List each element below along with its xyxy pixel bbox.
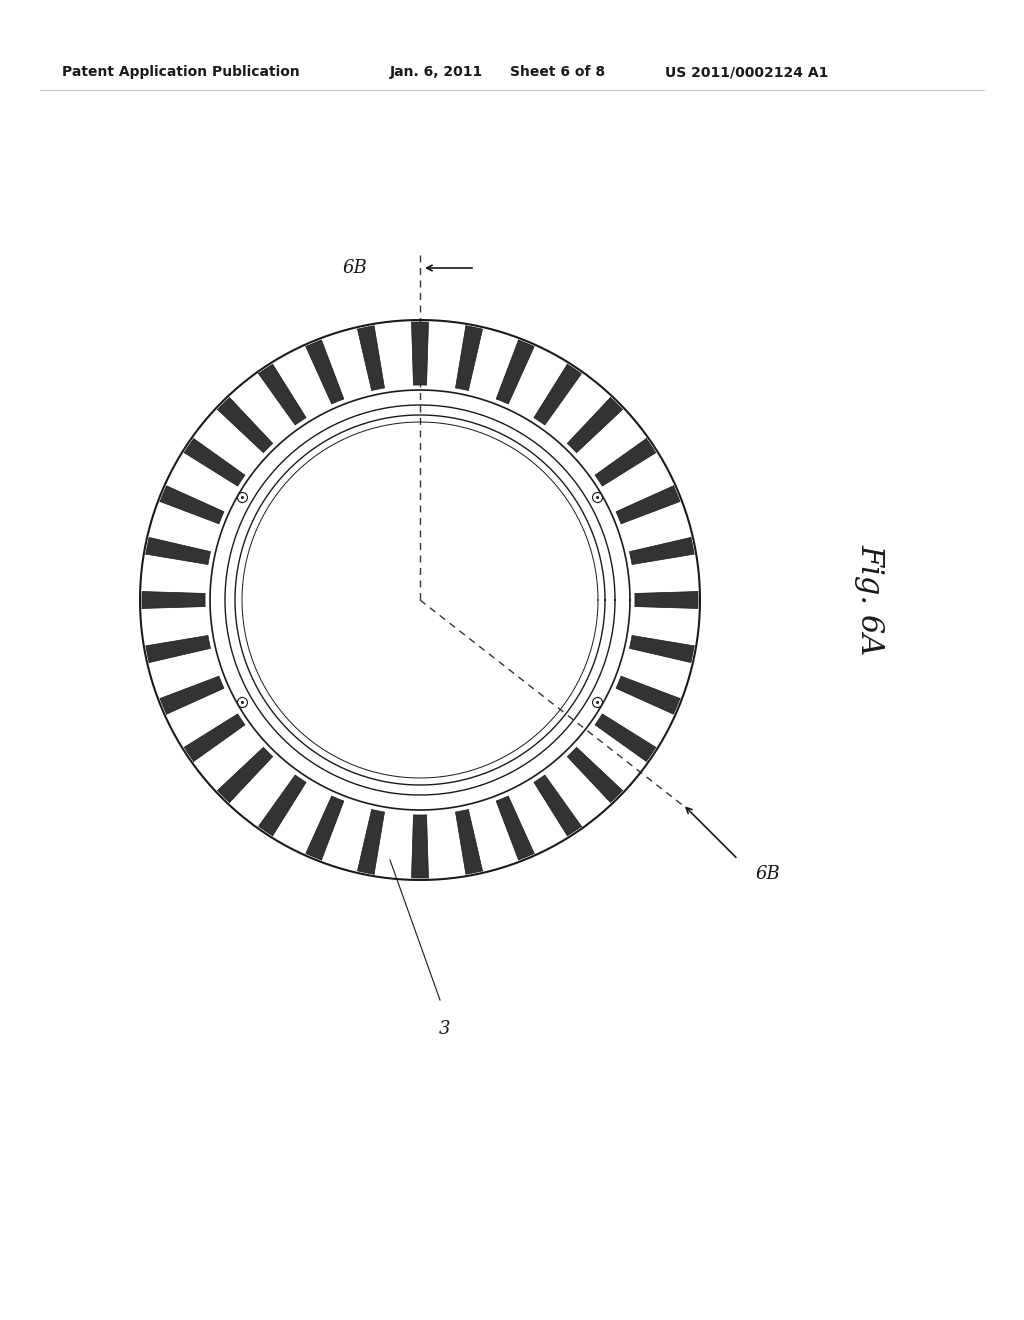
Polygon shape (145, 537, 211, 565)
Polygon shape (145, 635, 211, 663)
Text: US 2011/0002124 A1: US 2011/0002124 A1 (665, 65, 828, 79)
Polygon shape (567, 397, 623, 453)
Polygon shape (412, 322, 428, 385)
Circle shape (241, 496, 244, 499)
Polygon shape (616, 486, 680, 524)
Text: Fig. 6A: Fig. 6A (854, 544, 886, 656)
Text: Sheet 6 of 8: Sheet 6 of 8 (510, 65, 605, 79)
Circle shape (241, 701, 244, 704)
Polygon shape (595, 714, 655, 762)
Polygon shape (567, 747, 623, 803)
Polygon shape (630, 537, 694, 565)
Polygon shape (456, 326, 482, 391)
Polygon shape (595, 438, 655, 486)
Polygon shape (184, 714, 245, 762)
Polygon shape (184, 438, 245, 486)
Text: 6B: 6B (756, 866, 780, 883)
Text: Patent Application Publication: Patent Application Publication (62, 65, 300, 79)
Polygon shape (160, 676, 224, 714)
Polygon shape (534, 364, 582, 425)
Polygon shape (630, 635, 694, 663)
Polygon shape (534, 775, 582, 836)
Polygon shape (142, 591, 205, 609)
Polygon shape (357, 809, 385, 874)
Text: 3: 3 (439, 1020, 451, 1038)
Polygon shape (217, 397, 272, 453)
Polygon shape (259, 775, 306, 836)
Circle shape (596, 496, 599, 499)
Polygon shape (306, 796, 344, 859)
Polygon shape (306, 341, 344, 404)
Polygon shape (412, 814, 428, 878)
Polygon shape (456, 809, 482, 874)
Polygon shape (635, 591, 698, 609)
Polygon shape (217, 747, 272, 803)
Polygon shape (357, 326, 385, 391)
Polygon shape (616, 676, 680, 714)
Polygon shape (160, 486, 224, 524)
Polygon shape (497, 341, 535, 404)
Text: Jan. 6, 2011: Jan. 6, 2011 (390, 65, 483, 79)
Polygon shape (497, 796, 535, 859)
Polygon shape (259, 364, 306, 425)
Circle shape (596, 701, 599, 704)
Text: 6B: 6B (343, 259, 368, 277)
